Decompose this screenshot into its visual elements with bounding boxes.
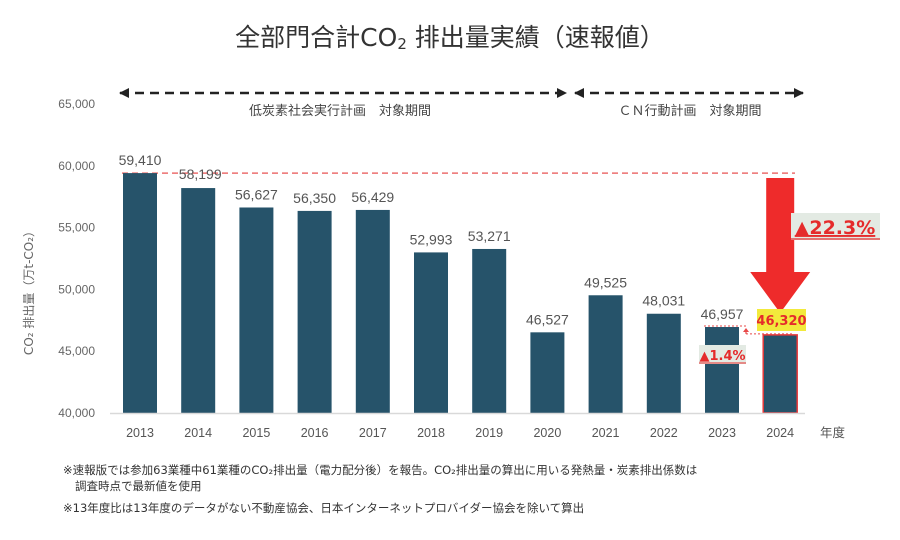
chart-title: 全部門合計CO2 排出量実績（速報値）	[0, 18, 900, 54]
value-label-2024: 46,320	[756, 314, 806, 329]
title-suffix: 排出量実績（速報値）	[406, 23, 665, 52]
value-label: 59,410	[119, 152, 162, 168]
bar-2015	[239, 207, 274, 413]
bars	[123, 173, 798, 414]
x-tick-label: 2024	[766, 426, 794, 440]
x-tick-label: 2022	[650, 426, 678, 440]
y-tick-label: 40,000	[58, 406, 95, 420]
bar-2024	[762, 334, 798, 414]
y-tick-label: 60,000	[58, 159, 95, 173]
reduction-vs-2013-label: ▲22.3%	[795, 217, 876, 239]
value-labels: 59,410 58,199 56,627 56,350 56,429 52,993 53,2…	[119, 152, 744, 327]
value-label: 53,271	[468, 228, 511, 244]
x-tick-label: 2020	[533, 426, 561, 440]
highlight-label-bg	[757, 309, 806, 331]
footnote-2: ※13年度比は13年度のデータがない不動産協会、日本インターネットプロバイダー協…	[63, 501, 585, 515]
y-tick-label: 50,000	[58, 282, 95, 296]
x-axis-ticks: 2013 2014 2015 2016 2017 2018 2019 2020 2021 2022…	[126, 426, 794, 440]
y-axis-ticks: 40,000 45,000 50,000 55,000 60,000 65,000	[58, 97, 95, 420]
bar-2021	[588, 295, 623, 413]
y-tick-label: 55,000	[58, 221, 95, 235]
value-label: 48,031	[642, 293, 685, 309]
value-label: 46,957	[701, 306, 744, 322]
bar-2016	[297, 210, 332, 413]
down-arrow-icon	[750, 178, 811, 313]
bar-2017	[355, 209, 390, 413]
reduction-badge-bg-2	[699, 345, 746, 364]
bar-2013	[123, 173, 157, 413]
title-prefix: 全部門合計CO	[235, 23, 398, 52]
title-subscript: 2	[397, 35, 407, 53]
value-label: 56,350	[293, 190, 336, 206]
footnote-1: ※速報版では参加63業種中61業種のCO₂排出量（電力配分後）を報告。CO₂排出…	[63, 463, 698, 477]
x-tick-label: 2023	[708, 426, 736, 440]
bar-chart: CO₂ 排出量（万t-CO₂） 40,000 45,000 50,000 55,000…	[22, 88, 880, 440]
bar-2022	[646, 313, 681, 413]
x-tick-label: 2018	[417, 426, 445, 440]
x-tick-label: 2014	[184, 426, 212, 440]
bar-2023	[705, 327, 739, 413]
value-label: 46,527	[526, 311, 569, 327]
value-label: 58,199	[179, 166, 222, 182]
footnote-1-continued: 調査時点で最新値を使用	[75, 479, 202, 493]
x-axis-label: 年度	[820, 425, 846, 440]
small-arrow-icon	[743, 328, 749, 333]
annotations: ▲22.3% 46,320 ▲1.4%	[699, 178, 880, 364]
value-label: 49,525	[584, 274, 627, 290]
footnotes: ※速報版では参加63業種中61業種のCO₂排出量（電力配分後）を報告。CO₂排出…	[63, 462, 697, 516]
x-tick-label: 2021	[592, 426, 620, 440]
bar-2020	[530, 332, 565, 413]
y-tick-label: 65,000	[58, 97, 95, 111]
value-label: 56,429	[351, 189, 394, 205]
x-tick-label: 2013	[126, 426, 154, 440]
period-arrows: 低炭素社会実行計画 対象期間 ＣＮ行動計画 対象期間	[119, 88, 804, 119]
y-tick-label: 45,000	[58, 344, 95, 358]
x-tick-label: 2016	[301, 426, 329, 440]
bar-2018	[414, 252, 448, 413]
value-label: 56,627	[235, 186, 278, 202]
bar-2019	[472, 248, 507, 413]
x-tick-label: 2015	[242, 426, 270, 440]
y-axis-label: CO₂ 排出量（万t-CO₂）	[22, 225, 36, 355]
reduction-vs-2023-label: ▲1.4%	[699, 349, 745, 364]
x-tick-label: 2019	[475, 426, 503, 440]
reduction-badge-bg	[791, 213, 880, 240]
period-label: ＣＮ行動計画 対象期間	[618, 103, 761, 119]
bar-2014	[181, 188, 216, 413]
value-label: 52,993	[410, 231, 453, 247]
period-label: 低炭素社会実行計画 対象期間	[249, 103, 431, 119]
x-tick-label: 2017	[359, 426, 387, 440]
